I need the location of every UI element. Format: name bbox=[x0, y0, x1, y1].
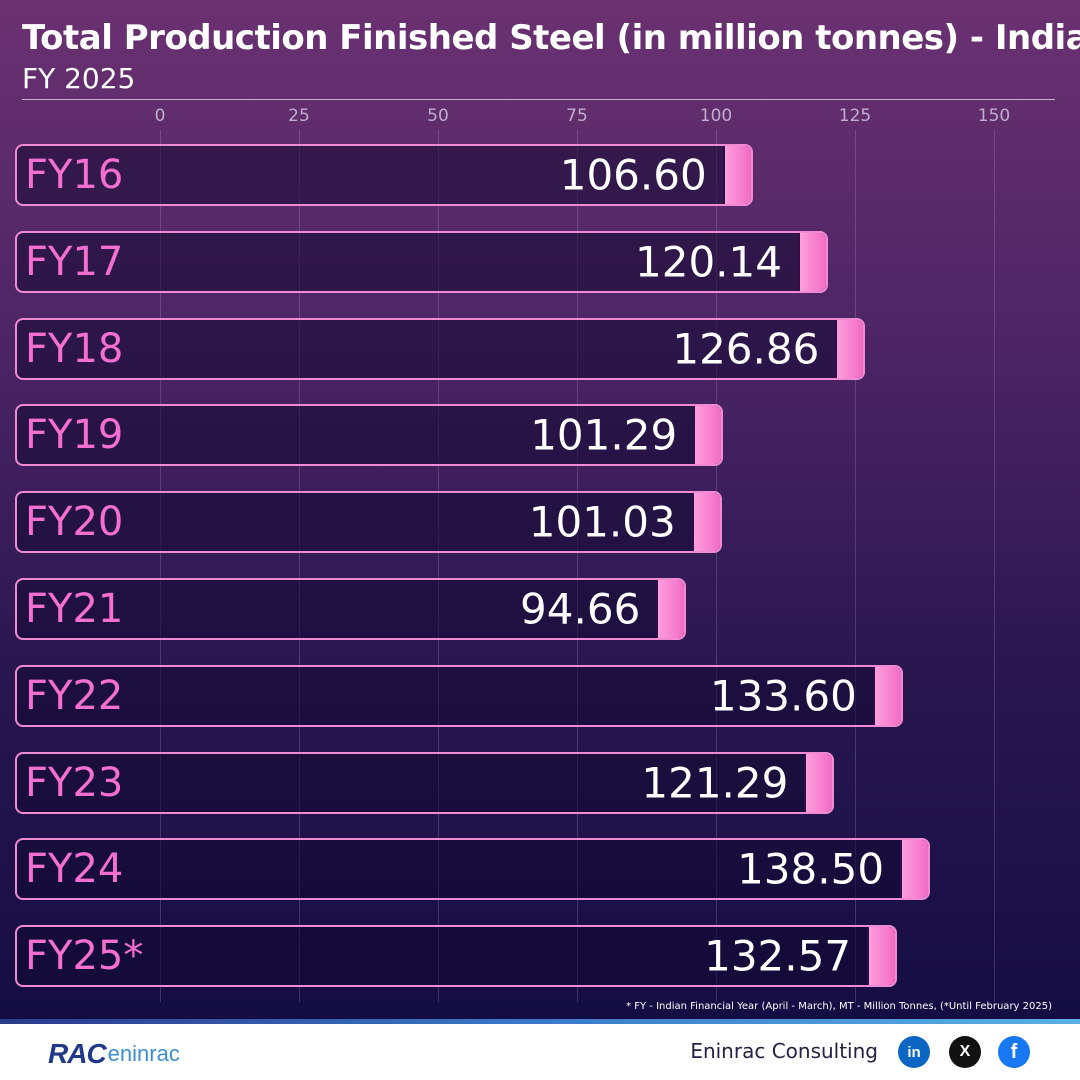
chart-subtitle: FY 2025 bbox=[22, 62, 136, 95]
bar: FY19 101.29 bbox=[15, 404, 724, 467]
gridline bbox=[438, 130, 439, 1002]
x-icon[interactable]: X bbox=[949, 1036, 981, 1068]
chart-panel: Total Production Finished Steel (in mill… bbox=[0, 0, 1080, 1022]
value-label: 126.86 bbox=[672, 324, 820, 374]
gridline bbox=[299, 130, 300, 1002]
x-glyph: X bbox=[959, 1043, 971, 1060]
company-logo[interactable]: RAC eninrac bbox=[48, 1038, 180, 1070]
bar-end-cap bbox=[900, 840, 929, 899]
linkedin-glyph: in bbox=[907, 1043, 921, 1061]
title-divider bbox=[22, 99, 1055, 100]
gridline bbox=[716, 130, 717, 1002]
category-label: FY18 bbox=[25, 325, 124, 372]
x-tick-label: 0 bbox=[154, 106, 166, 126]
facebook-glyph: f bbox=[1010, 1040, 1018, 1063]
category-label: FY24 bbox=[25, 846, 124, 893]
bar-end-cap bbox=[693, 406, 722, 465]
value-label: 94.66 bbox=[520, 584, 641, 634]
logo-mark: RAC bbox=[48, 1038, 107, 1069]
bar: FY23 121.29 bbox=[15, 751, 835, 814]
value-label: 132.57 bbox=[704, 931, 852, 981]
bar: FY22 133.60 bbox=[15, 664, 903, 727]
footer: RAC eninrac Eninrac Consulting in X f bbox=[0, 1024, 1080, 1080]
bar-end-cap bbox=[804, 753, 833, 812]
category-label: FY19 bbox=[25, 412, 124, 459]
bar: FY21 94.66 bbox=[15, 578, 687, 640]
x-tick-label: 150 bbox=[977, 106, 1011, 126]
accent-strip bbox=[0, 1019, 1080, 1024]
value-label: 138.50 bbox=[737, 844, 885, 894]
category-label: FY16 bbox=[25, 152, 124, 198]
x-tick-label: 125 bbox=[838, 106, 872, 126]
footnote: * FY - Indian Financial Year (April - Ma… bbox=[626, 1001, 1052, 1012]
bar-end-cap bbox=[656, 580, 685, 638]
bar-end-cap bbox=[867, 927, 896, 986]
gridline bbox=[160, 130, 161, 1002]
x-tick-label: 50 bbox=[427, 106, 449, 126]
linkedin-icon[interactable]: in bbox=[898, 1036, 930, 1068]
x-tick-label: 25 bbox=[288, 106, 310, 126]
x-tick-label: 75 bbox=[566, 106, 588, 126]
bar-end-cap bbox=[797, 232, 826, 291]
value-label: 101.03 bbox=[528, 497, 676, 547]
bar: FY17 120.14 bbox=[15, 230, 828, 293]
bar: FY18 126.86 bbox=[15, 317, 866, 380]
value-label: 133.60 bbox=[709, 671, 857, 721]
value-label: 121.29 bbox=[641, 758, 789, 808]
category-label: FY21 bbox=[25, 586, 124, 632]
bar: FY25* 132.57 bbox=[15, 925, 898, 988]
value-label: 120.14 bbox=[635, 237, 782, 287]
bar-end-cap bbox=[691, 493, 720, 552]
value-label: 101.29 bbox=[530, 410, 678, 460]
value-label: 106.60 bbox=[559, 150, 707, 200]
company-name: Eninrac Consulting bbox=[690, 1039, 878, 1063]
gridline bbox=[577, 130, 578, 1002]
category-label: FY20 bbox=[25, 499, 124, 546]
bar: FY24 138.50 bbox=[15, 838, 931, 901]
gridline bbox=[994, 130, 995, 1002]
facebook-icon[interactable]: f bbox=[998, 1036, 1030, 1068]
x-tick-label: 100 bbox=[699, 106, 733, 126]
category-label: FY23 bbox=[25, 759, 124, 806]
gridline bbox=[855, 130, 856, 1002]
bar-end-cap bbox=[722, 146, 751, 204]
bar-end-cap bbox=[835, 319, 864, 378]
chart-title: Total Production Finished Steel (in mill… bbox=[22, 18, 1080, 58]
logo-wordmark: eninrac bbox=[107, 1041, 180, 1066]
bar-end-cap bbox=[872, 666, 901, 725]
category-label: FY17 bbox=[25, 238, 124, 285]
bar: FY16 106.60 bbox=[15, 144, 753, 206]
category-label: FY22 bbox=[25, 672, 124, 719]
bar: FY20 101.03 bbox=[15, 491, 722, 554]
category-label: FY25* bbox=[25, 933, 144, 980]
